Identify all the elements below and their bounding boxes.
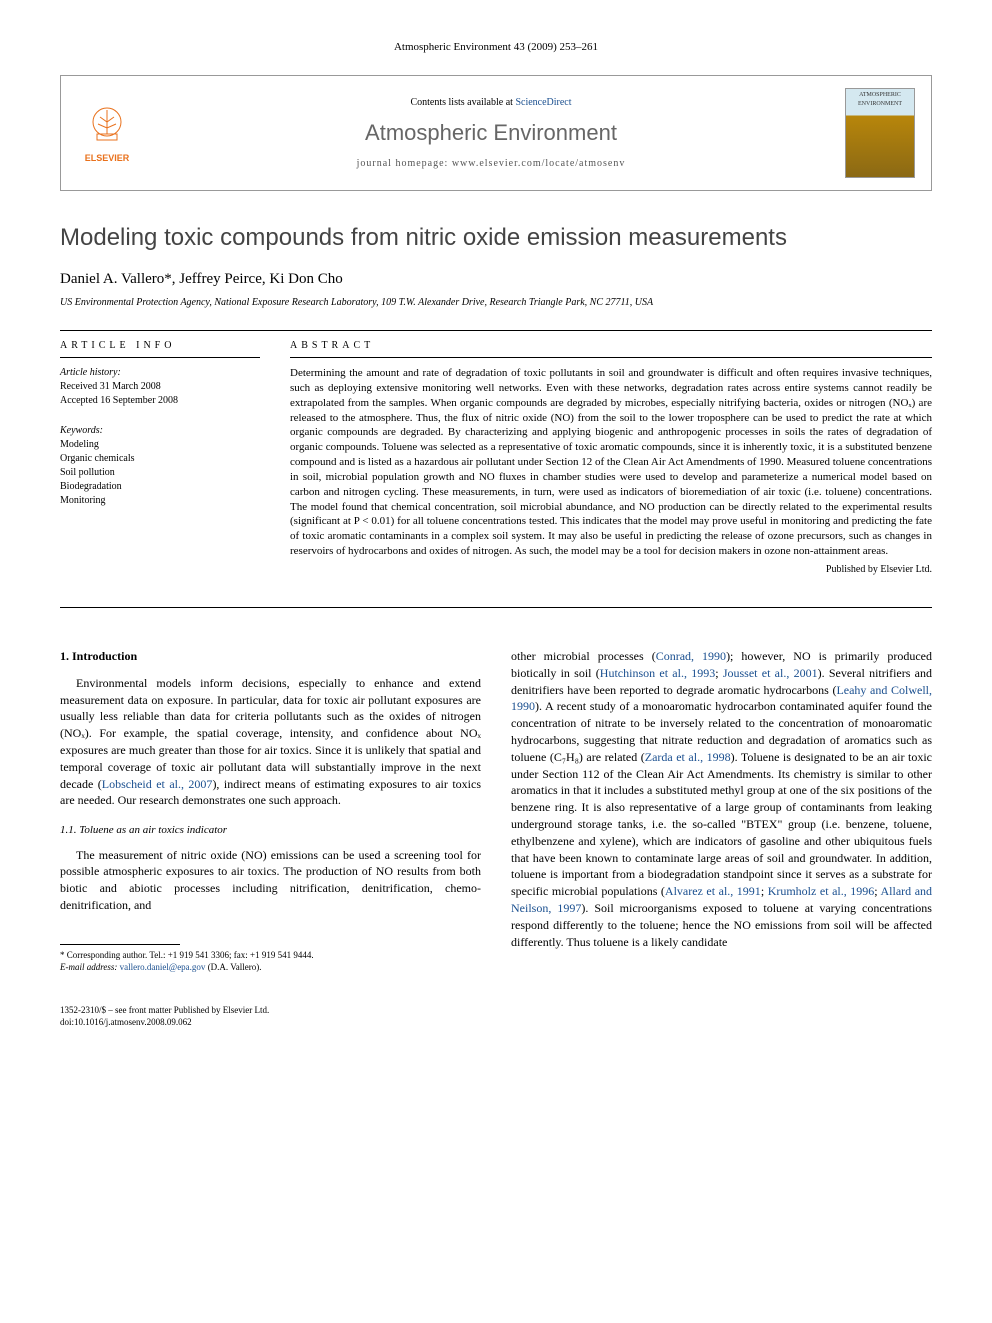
paragraph: other microbial processes (Conrad, 1990)… [511,648,932,950]
cover-title: ATMOSPHERIC ENVIRONMENT [848,91,912,108]
paragraph: The measurement of nitric oxide (NO) emi… [60,847,481,914]
footnote-divider [60,944,180,945]
elsevier-tree-icon [82,102,132,152]
article-info-heading: ARTICLE INFO [60,339,260,353]
contents-prefix: Contents lists available at [410,97,515,108]
email-line: E-mail address: vallero.daniel@epa.gov (… [60,961,481,974]
keyword: Soil pollution [60,466,260,480]
keyword: Monitoring [60,494,260,508]
sciencedirect-link[interactable]: ScienceDirect [515,97,571,108]
journal-name: Atmospheric Environment [153,118,829,149]
info-divider [60,357,260,358]
affiliation: US Environmental Protection Agency, Nati… [60,296,932,310]
doi-line: doi:10.1016/j.atmosenv.2008.09.062 [60,1016,932,1029]
citation-link[interactable]: Conrad, 1990 [656,649,726,663]
email-tail: (D.A. Vallero). [205,962,261,972]
divider [60,607,932,608]
citation-link[interactable]: Jousset et al., 2001 [723,666,818,680]
abstract-column: ABSTRACT Determining the amount and rate… [290,339,932,577]
issn-line: 1352-2310/$ – see front matter Published… [60,1004,932,1017]
authors: Daniel A. Vallero*, Jeffrey Peirce, Ki D… [60,269,932,290]
abstract-text: Determining the amount and rate of degra… [290,366,932,559]
corresponding-author: * Corresponding author. Tel.: +1 919 541… [60,949,481,962]
keyword: Biodegradation [60,480,260,494]
accepted-date: Accepted 16 September 2008 [60,394,260,408]
history-label: Article history: [60,366,260,380]
journal-cover-thumbnail: ATMOSPHERIC ENVIRONMENT [845,88,915,178]
text-run: ). Toluene is designated to be an air to… [511,750,932,898]
email-link[interactable]: vallero.daniel@epa.gov [120,962,206,972]
text-run: Environmental models inform decisions, e… [60,676,481,791]
paragraph: Environmental models inform decisions, e… [60,675,481,809]
citation-link[interactable]: Krumholz et al., 1996 [768,884,875,898]
received-date: Received 31 March 2008 [60,380,260,394]
body-columns: 1. Introduction Environmental models inf… [60,648,932,974]
right-column: other microbial processes (Conrad, 1990)… [511,648,932,974]
text-run: ; [761,884,768,898]
email-label: E-mail address: [60,962,120,972]
text-run: ; [715,666,723,680]
citation-link[interactable]: Hutchinson et al., 1993 [600,666,715,680]
left-column: 1. Introduction Environmental models inf… [60,648,481,974]
abstract-heading: ABSTRACT [290,339,932,353]
citation-link[interactable]: Alvarez et al., 1991 [665,884,761,898]
article-title: Modeling toxic compounds from nitric oxi… [60,221,932,255]
contents-line: Contents lists available at ScienceDirec… [153,96,829,110]
footer: 1352-2310/$ – see front matter Published… [60,1004,932,1029]
homepage-url: www.elsevier.com/locate/atmosenv [452,158,626,169]
elsevier-label: ELSEVIER [85,152,130,165]
journal-header: ELSEVIER Contents lists available at Sci… [60,75,932,191]
journal-reference: Atmospheric Environment 43 (2009) 253–26… [60,40,932,55]
elsevier-logo: ELSEVIER [77,98,137,168]
homepage-prefix: journal homepage: [357,158,452,169]
keywords-label: Keywords: [60,424,260,438]
keyword: Organic chemicals [60,452,260,466]
article-info: ARTICLE INFO Article history: Received 3… [60,339,260,577]
published-by: Published by Elsevier Ltd. [290,563,932,577]
homepage-line: journal homepage: www.elsevier.com/locat… [153,157,829,171]
citation-link[interactable]: Zarda et al., 1998 [645,750,731,764]
section-heading: 1. Introduction [60,648,481,665]
abstract-divider [290,357,932,358]
citation-link[interactable]: Lobscheid et al., 2007 [102,777,213,791]
text-run: other microbial processes ( [511,649,656,663]
header-center: Contents lists available at ScienceDirec… [153,96,829,171]
subsection-heading: 1.1. Toluene as an air toxics indicator [60,823,481,838]
divider [60,330,932,331]
keyword: Modeling [60,438,260,452]
info-abstract-row: ARTICLE INFO Article history: Received 3… [60,339,932,577]
